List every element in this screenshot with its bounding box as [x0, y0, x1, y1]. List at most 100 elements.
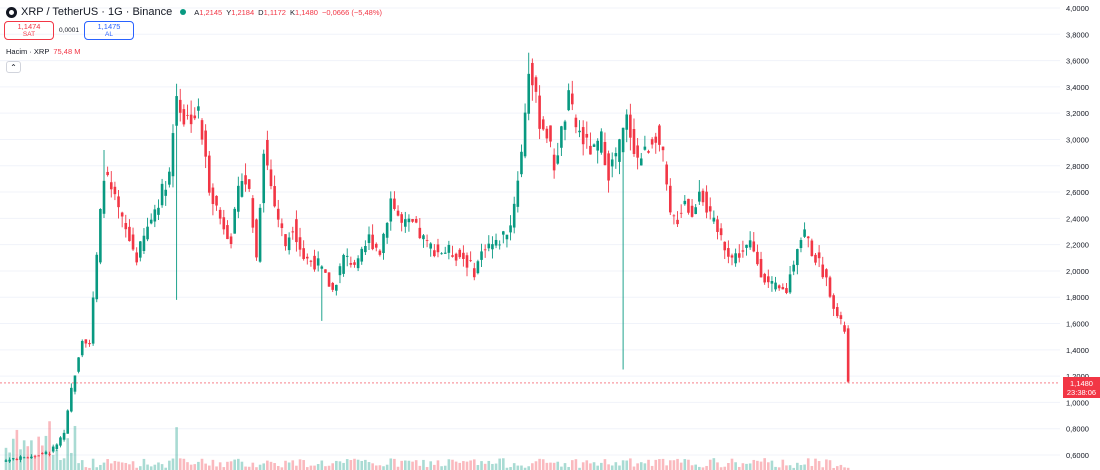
volume-bar [781, 459, 785, 470]
volume-bar [345, 459, 349, 470]
candle-body [59, 437, 62, 446]
sell-price: 1,1474 [17, 21, 41, 31]
volume-bar [335, 460, 338, 470]
volume-bar [618, 465, 621, 470]
volume-bar [197, 461, 200, 470]
volume-bar [15, 429, 19, 470]
volume-bar [458, 462, 462, 470]
volume-bar [516, 465, 520, 470]
volume-legend[interactable]: Hacim · XRP 75,48 M [6, 47, 80, 56]
volume-bar [712, 458, 716, 470]
candle-body [422, 235, 425, 240]
candle-body [4, 460, 8, 462]
candle-body [523, 112, 527, 157]
y-tick-label: 3,2000 [1066, 109, 1089, 118]
volume-bar [59, 460, 62, 470]
sell-button[interactable]: 1,1474 SAT [4, 21, 54, 40]
candle-body [175, 96, 178, 126]
candle-body [11, 458, 15, 460]
candle-body [204, 130, 207, 157]
buy-button[interactable]: 1,1475 AL [84, 21, 134, 40]
volume-bar [109, 463, 113, 470]
candle-body [534, 77, 538, 92]
volume-bar [592, 462, 596, 470]
candle-body [777, 285, 781, 289]
candle-body [454, 253, 458, 261]
candle-body [737, 253, 741, 258]
volume-bar [676, 458, 679, 470]
volume-bar [814, 458, 817, 470]
volume-bar [694, 464, 697, 470]
candle-body [182, 109, 186, 125]
volume-bar [356, 459, 360, 470]
candle-body [8, 459, 11, 462]
candle-body [592, 144, 596, 147]
volume-bar [171, 458, 175, 470]
volume-bar [120, 462, 124, 470]
candle-body [632, 129, 636, 154]
volume-bar [574, 459, 578, 470]
candle-body [349, 263, 353, 265]
volume-bar [240, 461, 244, 470]
volume-bar [276, 465, 280, 470]
candle-body [788, 274, 792, 293]
volume-bar [342, 462, 345, 470]
volume-bar [690, 465, 694, 470]
candle-body [305, 256, 309, 259]
candle-body [338, 266, 342, 276]
volume-bar [84, 467, 88, 470]
volume-bar [11, 438, 15, 470]
candle-body [741, 250, 745, 252]
volume-bar [668, 460, 672, 470]
candle-body [287, 237, 291, 251]
candle-body [255, 219, 258, 258]
volume-bar [596, 465, 599, 470]
volume-bar [585, 460, 589, 470]
volume-bar [142, 458, 146, 470]
candle-body [382, 233, 385, 254]
candle-body [498, 244, 501, 246]
volume-bar [520, 465, 523, 470]
volume-bar [269, 461, 273, 470]
candle-body [472, 268, 476, 278]
volume-bar [168, 460, 171, 470]
volume-bar [88, 467, 91, 470]
volume-bar [218, 462, 222, 470]
candle-body [629, 114, 632, 138]
volume-bar [745, 463, 748, 470]
candle-body [186, 114, 189, 116]
volume-bar [411, 461, 414, 470]
candle-body [400, 214, 403, 223]
candle-body [320, 266, 324, 269]
last-price-label: 1,1480 [1070, 379, 1093, 388]
volume-bar [80, 460, 84, 470]
y-tick-label: 2,8000 [1066, 162, 1089, 171]
candle-body [541, 119, 545, 130]
volume-bar [433, 464, 436, 470]
volume-bar [338, 461, 342, 470]
candle-body [284, 234, 287, 247]
candle-body [313, 255, 316, 270]
candle-body [433, 250, 436, 257]
candle-body [404, 219, 407, 227]
candle-body [723, 241, 727, 251]
volume-bar [204, 463, 207, 470]
candle-body [106, 171, 109, 176]
candle-body [509, 225, 512, 233]
chevron-up-icon[interactable]: ⌃ [6, 61, 21, 73]
candle-body [146, 226, 149, 240]
volume-bar [393, 458, 396, 470]
volume-bar [560, 466, 563, 470]
volume-bar [374, 465, 378, 470]
volume-bar [327, 465, 331, 470]
volume-bar [454, 461, 458, 470]
volume-bar [799, 465, 803, 470]
candle-body [80, 340, 84, 356]
volume-bar [661, 458, 665, 470]
candle-body [327, 272, 331, 287]
candle-body [142, 235, 146, 251]
candle-body [244, 175, 247, 185]
symbol-title[interactable]: XRP / TetherUS · 1G · Binance [21, 6, 173, 18]
volume-bar [258, 464, 262, 470]
